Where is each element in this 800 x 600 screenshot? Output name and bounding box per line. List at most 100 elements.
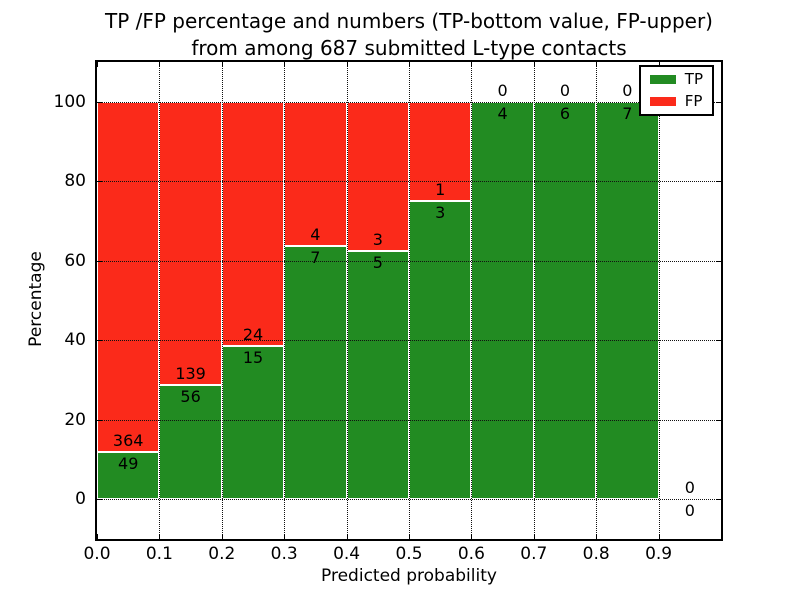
y-tickmark-right (716, 340, 721, 342)
chart-title-line1: TP /FP percentage and numbers (TP-bottom… (105, 9, 713, 33)
x-tickmark (159, 534, 161, 539)
x-tick-label: 0.6 (457, 544, 485, 564)
y-tick-label: 80 (64, 171, 86, 192)
legend-entry-tp: TP (649, 70, 703, 88)
y-tickmark-right (716, 499, 721, 501)
y-tick-label: 40 (64, 330, 86, 351)
y-tickmark-right (716, 260, 721, 262)
gridline-vertical (159, 62, 161, 539)
y-tickmark (97, 101, 102, 103)
x-tick-label: 0.9 (645, 544, 673, 564)
bar-segment-fp (97, 101, 160, 453)
y-tickmark-right (716, 419, 721, 421)
x-tickmark (409, 534, 410, 539)
bar-segment-fp (221, 101, 285, 347)
bar-segment-tp (159, 385, 222, 500)
x-tick-label: 0.4 (333, 544, 361, 564)
x-tick-label: 0.2 (208, 544, 236, 564)
bar-label-fp: 364 (112, 431, 144, 451)
bar-label-fp: 1 (435, 180, 446, 200)
x-tickmark-top (97, 62, 98, 67)
x-tick-label: 0.0 (83, 544, 111, 564)
bar-label-fp: 3 (372, 229, 383, 249)
bar-label-tp: 5 (372, 252, 383, 272)
y-tickmark-right (716, 181, 721, 183)
x-tickmark (346, 534, 348, 539)
bar-label-tp: 49 (118, 454, 139, 474)
bar-segment-fp (409, 101, 472, 202)
y-tick-label: 100 (53, 91, 86, 112)
x-axis-label: Predicted probability (321, 566, 497, 586)
bar-label-tp: 6 (559, 103, 571, 123)
y-tickmark (97, 340, 102, 342)
bar-segment-tp (346, 250, 409, 500)
plot-area: TP FP 364 49 139 56 24 15 4 7 3 5 1 3 0 4 0 6 0 7 0 0 (95, 60, 723, 541)
legend-label-tp: TP (684, 70, 703, 88)
y-tick-label: 20 (64, 409, 86, 430)
bar-segment-tp (471, 101, 534, 500)
bar-label-tp: 15 (242, 348, 264, 368)
gridline-vertical (596, 62, 598, 539)
bar-segment-tp (97, 452, 160, 500)
legend-label-fp: FP (684, 92, 703, 110)
x-tick-label: 0.1 (145, 544, 173, 564)
bar-segment-tp (221, 346, 285, 500)
x-tickmark-top (284, 62, 286, 67)
gridline-vertical (346, 62, 348, 539)
bar-label-fp: 0 (497, 80, 508, 100)
bar-segment-fp (159, 101, 222, 386)
y-tickmark (97, 499, 102, 501)
x-tickmark (471, 534, 473, 539)
bar-label-tp: 7 (622, 103, 633, 123)
bar-label-tp: 7 (310, 248, 321, 268)
x-tickmark-top (221, 62, 223, 67)
gridline-vertical (533, 62, 535, 539)
bar-label-fp: 4 (310, 225, 321, 245)
legend-swatch (649, 97, 676, 106)
legend-swatch (649, 75, 676, 84)
bar-segment-tp (596, 101, 659, 500)
gridline-vertical (409, 62, 410, 539)
x-tickmark (221, 534, 223, 539)
x-tickmark-top (409, 62, 410, 67)
gridline-vertical (284, 62, 286, 539)
x-tick-label: 0.5 (395, 544, 423, 564)
x-tickmark-top (159, 62, 161, 67)
legend-entry-fp: FP (649, 92, 703, 110)
x-tick-label: 0.3 (270, 544, 298, 564)
y-tickmark-right (716, 101, 721, 103)
chart-title-line2: from among 687 submitted L-type contacts (191, 36, 627, 60)
x-tickmark-top (658, 62, 660, 67)
y-tickmark (97, 260, 102, 262)
bar-label-fp: 24 (242, 325, 264, 345)
gridline-vertical (471, 62, 473, 539)
x-tickmark (533, 534, 535, 539)
gridline-vertical (221, 62, 223, 539)
gridline-vertical (658, 62, 660, 539)
bar-segment-tp (533, 101, 597, 500)
bar-label-fp: 0 (684, 478, 695, 498)
bar-label-tp: 0 (684, 501, 695, 521)
x-tickmark-top (346, 62, 348, 67)
x-tickmark (596, 534, 598, 539)
y-tick-label: 60 (64, 250, 86, 271)
x-tick-label: 0.7 (520, 544, 548, 564)
x-tickmark-top (471, 62, 473, 67)
x-tickmark (284, 534, 286, 539)
x-tickmark-top (533, 62, 535, 67)
legend: TP FP (638, 65, 714, 116)
bar-label-tp: 4 (497, 103, 508, 123)
chart-title: TP /FP percentage and numbers (TP-bottom… (85, 8, 733, 62)
x-tickmark (658, 534, 660, 539)
bar-label-fp: 0 (622, 80, 633, 100)
x-tick-label: 0.8 (582, 544, 610, 564)
x-tickmark (97, 534, 98, 539)
bar-segment-fp (346, 101, 409, 251)
y-tickmark (97, 181, 102, 183)
y-tick-label: 0 (75, 489, 86, 510)
bar-label-tp: 3 (435, 203, 446, 223)
bar-segment-tp (284, 246, 347, 500)
x-tickmark-top (596, 62, 598, 67)
bar-label-fp: 0 (559, 80, 571, 100)
